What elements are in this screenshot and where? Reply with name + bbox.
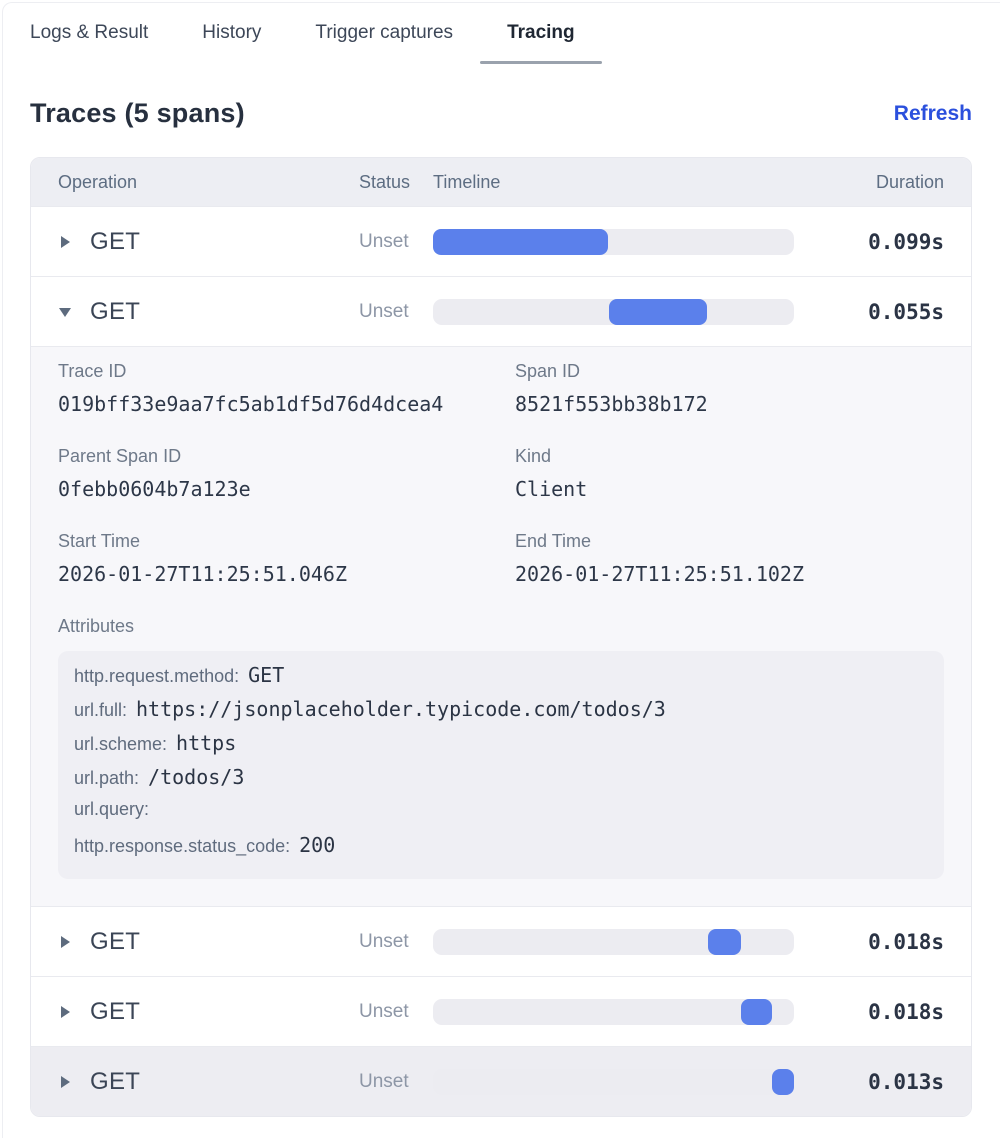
attribute-key: http.request.method: bbox=[74, 666, 240, 686]
timeline-span-bar bbox=[708, 928, 741, 955]
attribute-value: https bbox=[176, 731, 237, 755]
traces-table: Operation Status Timeline Duration GET U… bbox=[30, 157, 972, 1117]
attribute-key: url.path: bbox=[74, 768, 140, 788]
attribute-value: /todos/3 bbox=[148, 765, 245, 789]
column-header-operation: Operation bbox=[58, 171, 138, 192]
detail-field-end-time: End Time 2026-01-27T11:25:51.102Z bbox=[515, 531, 944, 586]
caret-down-icon[interactable] bbox=[58, 305, 72, 319]
column-header-status: Status bbox=[359, 171, 411, 192]
page-title: Traces (5 spans) bbox=[30, 98, 245, 128]
operation-name: GET bbox=[90, 1067, 141, 1095]
field-label: Trace ID bbox=[58, 361, 127, 381]
field-value: Client bbox=[515, 477, 588, 501]
timeline-span-bar bbox=[771, 1068, 794, 1095]
caret-right-icon[interactable] bbox=[58, 1075, 72, 1089]
field-value: 2026-01-27T11:25:51.046Z bbox=[58, 562, 347, 586]
timeline-track bbox=[433, 928, 794, 955]
traces-header: Traces (5 spans) Refresh bbox=[0, 64, 1000, 129]
attribute-row: url.path: /todos/3 bbox=[74, 765, 928, 799]
status-label: Unset bbox=[359, 300, 409, 322]
column-header-timeline: Timeline bbox=[433, 171, 501, 192]
operation-name: GET bbox=[90, 297, 141, 325]
tab-logs-result[interactable]: Logs & Result bbox=[30, 22, 149, 43]
table-row[interactable]: GET Unset 0.018s bbox=[31, 906, 971, 976]
timeline-track bbox=[433, 1068, 794, 1095]
table-row[interactable]: GET Unset 0.013s bbox=[31, 1046, 971, 1116]
detail-field-kind: Kind Client bbox=[515, 446, 944, 501]
status-label: Unset bbox=[359, 930, 409, 952]
refresh-button[interactable]: Refresh bbox=[893, 101, 972, 125]
attribute-value: GET bbox=[248, 663, 285, 687]
attribute-value: https://jsonplaceholder.typicode.com/tod… bbox=[136, 697, 666, 721]
duration-value: 0.055s bbox=[868, 299, 944, 324]
timeline-track bbox=[433, 228, 794, 255]
attribute-key: http.response.status_code: bbox=[74, 836, 291, 856]
status-label: Unset bbox=[359, 1070, 409, 1092]
attribute-row: url.full: https://jsonplaceholder.typico… bbox=[74, 697, 928, 731]
attribute-row: url.scheme: https bbox=[74, 731, 928, 765]
duration-value: 0.018s bbox=[868, 929, 944, 954]
attribute-key: url.scheme: bbox=[74, 734, 168, 754]
timeline-span-bar bbox=[433, 228, 609, 255]
caret-right-icon[interactable] bbox=[58, 235, 72, 249]
field-label: Start Time bbox=[58, 531, 141, 551]
field-value: 8521f553bb38b172 bbox=[515, 392, 708, 416]
tab-history[interactable]: History bbox=[202, 22, 262, 43]
tab-trigger-captures[interactable]: Trigger captures bbox=[315, 22, 454, 43]
timeline-span-bar bbox=[609, 298, 707, 325]
span-details-panel: Trace ID 019bff33e9aa7fc5ab1df5d76d4dcea… bbox=[31, 346, 971, 906]
field-label: Parent Span ID bbox=[58, 446, 182, 466]
operation-name: GET bbox=[90, 927, 141, 955]
duration-value: 0.013s bbox=[868, 1069, 944, 1094]
status-label: Unset bbox=[359, 230, 409, 252]
attributes-box: http.request.method: GET url.full: https… bbox=[58, 651, 944, 879]
caret-right-icon[interactable] bbox=[58, 935, 72, 949]
duration-value: 0.099s bbox=[868, 229, 944, 254]
status-label: Unset bbox=[359, 1000, 409, 1022]
timeline-span-bar bbox=[740, 998, 772, 1025]
field-value: 0febb0604b7a123e bbox=[58, 477, 251, 501]
timeline-track bbox=[433, 998, 794, 1025]
field-label: End Time bbox=[515, 531, 592, 551]
column-header-duration: Duration bbox=[875, 171, 944, 192]
table-row[interactable]: GET Unset 0.018s bbox=[31, 976, 971, 1046]
duration-value: 0.018s bbox=[868, 999, 944, 1024]
table-header-row: Operation Status Timeline Duration bbox=[31, 158, 971, 206]
attributes-label: Attributes bbox=[58, 616, 135, 636]
field-value: 019bff33e9aa7fc5ab1df5d76d4dcea4 bbox=[58, 392, 444, 416]
tab-bar: Logs & Result History Trigger captures T… bbox=[0, 0, 1000, 64]
field-value: 2026-01-27T11:25:51.102Z bbox=[515, 562, 804, 586]
attribute-row: url.query: bbox=[74, 799, 928, 833]
tab-tracing[interactable]: Tracing bbox=[480, 22, 602, 64]
field-label: Span ID bbox=[515, 361, 581, 381]
table-row[interactable]: GET Unset 0.099s bbox=[31, 206, 971, 276]
attribute-row: http.response.status_code: 200 bbox=[74, 833, 928, 867]
detail-field-start-time: Start Time 2026-01-27T11:25:51.046Z bbox=[58, 531, 515, 586]
operation-name: GET bbox=[90, 227, 141, 255]
caret-right-icon[interactable] bbox=[58, 1005, 72, 1019]
attribute-key: url.full: bbox=[74, 700, 128, 720]
detail-field-trace-id: Trace ID 019bff33e9aa7fc5ab1df5d76d4dcea… bbox=[58, 361, 515, 416]
attribute-row: http.request.method: GET bbox=[74, 663, 928, 697]
timeline-track bbox=[433, 298, 794, 325]
table-row[interactable]: GET Unset 0.055s bbox=[31, 276, 971, 346]
operation-name: GET bbox=[90, 997, 141, 1025]
attribute-key: url.query: bbox=[74, 799, 150, 819]
detail-field-span-id: Span ID 8521f553bb38b172 bbox=[515, 361, 944, 416]
detail-field-parent-span-id: Parent Span ID 0febb0604b7a123e bbox=[58, 446, 515, 501]
field-label: Kind bbox=[515, 446, 552, 466]
attribute-value: 200 bbox=[299, 833, 336, 857]
